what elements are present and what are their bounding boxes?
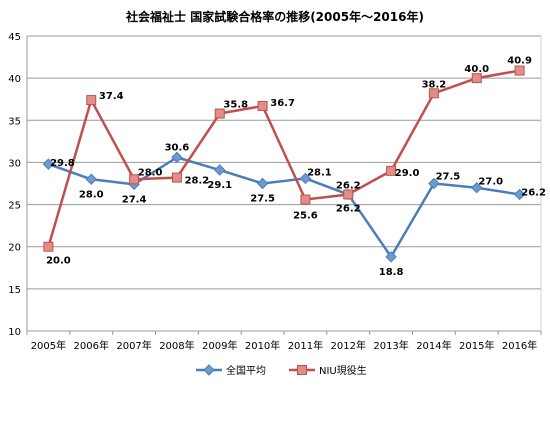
- data-label: 27.5: [250, 194, 275, 205]
- y-tick-label: 40: [8, 74, 21, 85]
- square-marker: [386, 165, 397, 176]
- diamond-marker: [513, 188, 526, 201]
- series-national-average: [42, 151, 526, 263]
- data-label: 18.8: [379, 267, 404, 278]
- square-marker: [300, 194, 311, 205]
- y-tick-label: 30: [8, 158, 21, 169]
- data-labels: 29.8 28.0 27.4 30.6 29.1 27.5 28.1 26.2 18.8 27.5…: [46, 56, 546, 278]
- x-tick-label: 2007年: [116, 339, 151, 352]
- diamond-marker: [85, 173, 97, 185]
- data-label: 29.1: [207, 180, 232, 191]
- x-tick-label: 2011年: [288, 339, 323, 352]
- series-line: [47, 69, 520, 248]
- x-tick-label: 2013年: [373, 339, 408, 352]
- x-tick-label: 2005年: [31, 339, 66, 352]
- x-tick-label: 2015年: [459, 339, 494, 352]
- y-tick-label: 25: [8, 201, 21, 212]
- square-marker: [428, 88, 439, 99]
- data-label: 30.6: [165, 142, 190, 153]
- data-label: 27.4: [122, 194, 147, 205]
- x-tick-label: 2009年: [202, 339, 237, 352]
- data-label: 40.9: [507, 56, 532, 67]
- data-label: 27.5: [436, 172, 461, 183]
- axes: 10 15 20 25 30 35 40 45 2005年 2006年 2007年 2008年 2009…: [8, 32, 542, 352]
- legend-item-niu-students: NIU現役生: [289, 364, 367, 377]
- data-label: 20.0: [46, 256, 71, 267]
- data-label: 29.8: [50, 158, 75, 169]
- series-line: [47, 156, 520, 259]
- y-tick-label: 35: [8, 116, 21, 127]
- square-marker: [257, 100, 268, 111]
- square-marker: [171, 172, 182, 183]
- square-marker: [86, 95, 97, 106]
- data-label: 29.0: [395, 168, 420, 179]
- diamond-marker: [42, 158, 55, 170]
- diamond-marker: [171, 151, 183, 164]
- diamond-marker: [385, 251, 397, 263]
- data-label: 28.2: [185, 176, 210, 187]
- x-tick-label: 2010年: [245, 339, 280, 352]
- data-label: 26.2: [336, 180, 361, 191]
- y-tick-label: 10: [8, 327, 21, 338]
- diamond-marker: [471, 182, 483, 194]
- legend: 全国平均 NIU現役生: [196, 364, 367, 377]
- legend-label: NIU現役生: [319, 364, 367, 377]
- data-label: 38.2: [422, 79, 447, 90]
- y-tick-label: 15: [8, 285, 21, 296]
- diamond-marker: [203, 364, 215, 376]
- x-tick-label: 2006年: [74, 339, 109, 352]
- diamond-marker: [256, 177, 269, 190]
- data-label: 26.2: [336, 203, 361, 214]
- square-marker: [43, 241, 54, 252]
- data-label: 35.8: [223, 100, 248, 111]
- series-niu-students: [43, 65, 525, 252]
- square-marker: [471, 73, 482, 84]
- diamond-marker: [299, 172, 312, 185]
- y-tick-label: 20: [8, 243, 21, 254]
- data-label: 26.2: [521, 187, 546, 198]
- square-marker: [297, 365, 307, 375]
- legend-label: 全国平均: [226, 364, 266, 377]
- data-label: 28.0: [138, 167, 163, 178]
- square-marker: [343, 189, 354, 200]
- data-label: 28.0: [79, 189, 104, 200]
- data-label: 37.4: [99, 91, 124, 102]
- x-tick-label: 2016年: [502, 339, 537, 352]
- x-tick-label: 2014年: [416, 339, 451, 352]
- series-group: [42, 65, 526, 263]
- square-marker: [129, 174, 140, 185]
- chart-title: 社会福祉士 国家試験合格率の推移(2005年～2016年): [125, 9, 424, 24]
- data-label: 40.0: [464, 64, 489, 75]
- grid: [27, 35, 541, 332]
- data-label: 25.6: [293, 211, 318, 222]
- y-tick-label: 45: [8, 32, 21, 43]
- data-label: 36.7: [270, 98, 295, 109]
- square-marker: [514, 65, 525, 76]
- data-label: 28.1: [307, 167, 332, 178]
- x-tick-label: 2012年: [331, 339, 366, 352]
- legend-item-national-average: 全国平均: [196, 364, 266, 377]
- data-label: 27.0: [478, 177, 503, 188]
- diamond-marker: [428, 177, 440, 190]
- diamond-marker: [214, 164, 226, 176]
- square-marker: [214, 108, 225, 119]
- x-tick-label: 2008年: [159, 339, 194, 352]
